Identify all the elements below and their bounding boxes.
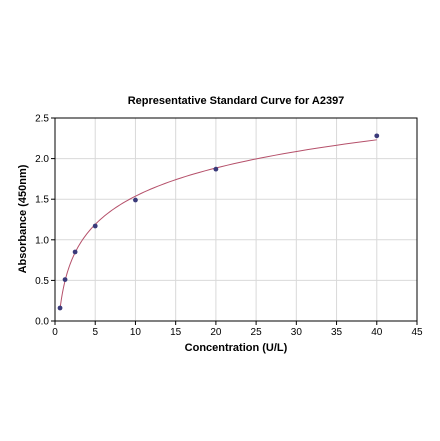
- data-point: [72, 249, 78, 255]
- data-point: [213, 166, 219, 172]
- y-axis-label: Absorbance (450nm): [17, 164, 29, 273]
- x-tick-label: 5: [92, 327, 98, 338]
- x-axis: 0 5 10 15 20 25 30 35 40 45: [52, 321, 423, 338]
- y-tick-label: 2.5: [35, 114, 49, 125]
- data-point: [57, 305, 63, 311]
- data-point: [374, 133, 380, 139]
- grid: [55, 118, 417, 321]
- chart-title: Representative Standard Curve for A2397: [128, 95, 345, 107]
- data-point: [133, 197, 138, 203]
- x-tick-label: 20: [210, 327, 222, 338]
- data-point: [92, 223, 98, 229]
- x-tick-label: 30: [291, 327, 303, 338]
- y-tick-label: 2.0: [35, 154, 49, 165]
- fit-curve: [59, 139, 377, 310]
- x-tick-label: 10: [130, 327, 142, 338]
- data-point: [62, 277, 68, 282]
- x-tick-label: 45: [411, 327, 423, 338]
- x-tick-label: 15: [170, 327, 182, 338]
- x-tick-label: 40: [371, 327, 383, 338]
- y-axis: 0.0 0.5 1.0 1.5 2.0 2.5: [35, 114, 55, 328]
- y-tick-label: 1.5: [35, 195, 49, 206]
- data-points: [57, 133, 380, 311]
- x-tick-label: 25: [251, 327, 263, 338]
- y-tick-label: 1.0: [35, 235, 49, 246]
- x-tick-label: 35: [331, 327, 343, 338]
- y-tick-label: 0.5: [35, 276, 49, 287]
- plot-frame: [54, 117, 418, 322]
- x-tick-label: 0: [52, 327, 58, 338]
- x-axis-label: Concentration (U/L): [185, 342, 288, 354]
- y-tick-label: 0.0: [35, 317, 49, 328]
